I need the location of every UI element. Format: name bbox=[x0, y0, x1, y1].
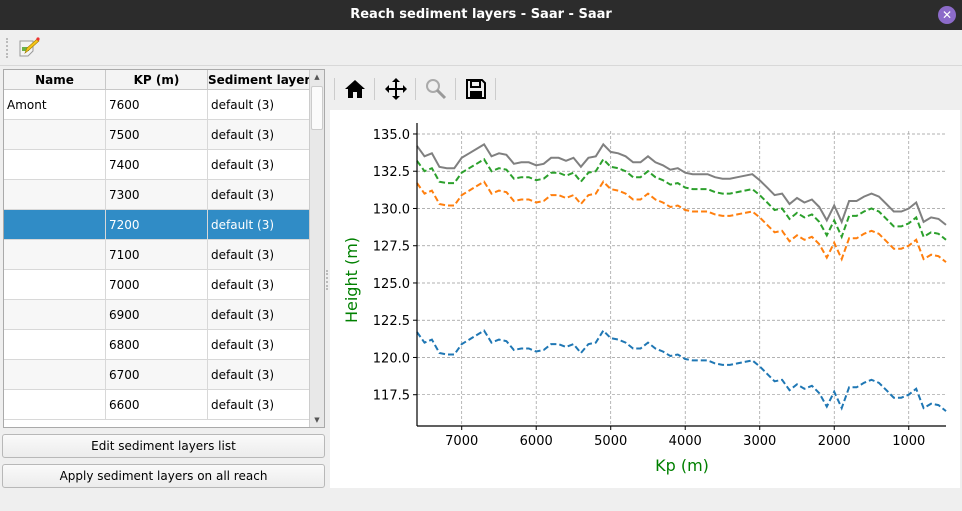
table-header: Name KP (m) Sediment layers bbox=[4, 70, 310, 90]
series-line-1 bbox=[416, 157, 947, 241]
cell-kp[interactable]: 7300 bbox=[106, 180, 208, 210]
separator bbox=[495, 78, 496, 100]
cell-kp[interactable]: 6900 bbox=[106, 300, 208, 330]
cell-sediment-layers[interactable]: default (3) bbox=[208, 300, 310, 330]
x-tick-label: 3000 bbox=[743, 434, 776, 449]
scrollbar-thumb[interactable] bbox=[311, 86, 323, 130]
toolbar-grip[interactable] bbox=[6, 38, 9, 58]
plot-toolbar bbox=[330, 70, 960, 108]
cell-sediment-layers[interactable]: default (3) bbox=[208, 270, 310, 300]
save-icon[interactable] bbox=[464, 77, 488, 101]
series-line-3 bbox=[416, 328, 947, 412]
cell-name[interactable] bbox=[4, 300, 106, 330]
cell-sediment-layers[interactable]: default (3) bbox=[208, 240, 310, 270]
column-header-name[interactable]: Name bbox=[4, 70, 106, 89]
cell-name[interactable] bbox=[4, 180, 106, 210]
cell-kp[interactable]: 7200 bbox=[106, 210, 208, 240]
column-header-kp[interactable]: KP (m) bbox=[106, 70, 208, 89]
y-tick-label: 122.5 bbox=[373, 314, 410, 329]
cell-kp[interactable]: 6600 bbox=[106, 390, 208, 420]
cell-name[interactable] bbox=[4, 120, 106, 150]
zoom-icon[interactable] bbox=[424, 77, 448, 101]
x-axis-label: Kp (m) bbox=[655, 456, 709, 475]
table-row[interactable]: 7000 default (3) bbox=[4, 270, 310, 300]
sediment-table: Name KP (m) Sediment layers Amont 7600 def… bbox=[3, 69, 325, 428]
table-row[interactable]: 6600 default (3) bbox=[4, 390, 310, 420]
table-row[interactable]: 7500 default (3) bbox=[4, 120, 310, 150]
y-axis-label: Height (m) bbox=[342, 237, 361, 323]
window-title: Reach sediment layers - Saar - Saar bbox=[350, 7, 612, 22]
edit-sediment-layers-list-button[interactable]: Edit sediment layers list bbox=[2, 434, 325, 458]
profile-chart: 7000 6000 5000 4000 3000 2000 1000 117.5 120.0 12… bbox=[330, 110, 960, 488]
cell-sediment-layers[interactable]: default (3) bbox=[208, 210, 310, 240]
title-bar: Reach sediment layers - Saar - Saar ✕ bbox=[0, 0, 962, 30]
cell-sediment-layers[interactable]: default (3) bbox=[208, 330, 310, 360]
chart-svg: 7000 6000 5000 4000 3000 2000 1000 117.5 120.0 12… bbox=[342, 123, 947, 475]
cell-name[interactable]: Amont bbox=[4, 90, 106, 120]
x-tick-label: 7000 bbox=[445, 434, 478, 449]
cell-name[interactable] bbox=[4, 270, 106, 300]
cell-sediment-layers[interactable]: default (3) bbox=[208, 90, 310, 120]
table-row[interactable]: 7300 default (3) bbox=[4, 180, 310, 210]
home-icon[interactable] bbox=[343, 77, 367, 101]
column-header-sediment-layers[interactable]: Sediment layers bbox=[208, 70, 310, 89]
scroll-up-arrow-icon[interactable]: ▲ bbox=[314, 73, 320, 81]
pan-icon[interactable] bbox=[384, 77, 408, 101]
table-scrollbar[interactable]: ▲ ▼ bbox=[309, 70, 324, 427]
close-icon[interactable]: ✕ bbox=[938, 6, 956, 24]
series-line-0 bbox=[416, 142, 947, 226]
table-row[interactable]: 6800 default (3) bbox=[4, 330, 310, 360]
y-tick-label: 120.0 bbox=[373, 351, 410, 366]
cell-sediment-layers[interactable]: default (3) bbox=[208, 360, 310, 390]
cell-name[interactable] bbox=[4, 240, 106, 270]
main-toolbar bbox=[0, 30, 962, 66]
status-bar bbox=[0, 488, 962, 511]
table-row[interactable]: 7100 default (3) bbox=[4, 240, 310, 270]
table-row[interactable]: 6900 default (3) bbox=[4, 300, 310, 330]
cell-name[interactable] bbox=[4, 360, 106, 390]
cell-sediment-layers[interactable]: default (3) bbox=[208, 390, 310, 420]
cell-sediment-layers[interactable]: default (3) bbox=[208, 180, 310, 210]
cell-sediment-layers[interactable]: default (3) bbox=[208, 120, 310, 150]
scroll-down-arrow-icon[interactable]: ▼ bbox=[314, 416, 320, 424]
cell-sediment-layers[interactable]: default (3) bbox=[208, 150, 310, 180]
cell-kp[interactable]: 6800 bbox=[106, 330, 208, 360]
x-tick-label: 5000 bbox=[594, 434, 627, 449]
y-tick-label: 130.0 bbox=[373, 202, 410, 217]
series-line-2 bbox=[416, 180, 947, 263]
cell-name[interactable] bbox=[4, 330, 106, 360]
separator bbox=[415, 78, 416, 100]
y-tick-label: 125.0 bbox=[373, 277, 410, 292]
cell-kp[interactable]: 7000 bbox=[106, 270, 208, 300]
x-tick-label: 6000 bbox=[520, 434, 553, 449]
x-tick-label: 2000 bbox=[818, 434, 851, 449]
y-tick-label: 132.5 bbox=[373, 165, 410, 180]
table-row[interactable]: 7200 default (3) bbox=[4, 210, 310, 240]
y-tick-label: 117.5 bbox=[373, 389, 410, 404]
cell-kp[interactable]: 7100 bbox=[106, 240, 208, 270]
separator bbox=[455, 78, 456, 100]
x-tick-label: 4000 bbox=[669, 434, 702, 449]
splitter-handle[interactable] bbox=[326, 270, 329, 290]
apply-sediment-layers-all-reach-button[interactable]: Apply sediment layers on all reach bbox=[2, 464, 325, 488]
cell-kp[interactable]: 7400 bbox=[106, 150, 208, 180]
table-row[interactable]: Amont 7600 default (3) bbox=[4, 90, 310, 120]
cell-name[interactable] bbox=[4, 210, 106, 240]
separator bbox=[374, 78, 375, 100]
cell-name[interactable] bbox=[4, 390, 106, 420]
separator bbox=[334, 78, 335, 100]
cell-name[interactable] bbox=[4, 150, 106, 180]
cell-kp[interactable]: 6700 bbox=[106, 360, 208, 390]
table-row[interactable]: 7400 default (3) bbox=[4, 150, 310, 180]
x-tick-label: 1000 bbox=[892, 434, 925, 449]
y-tick-label: 135.0 bbox=[373, 128, 410, 143]
cell-kp[interactable]: 7600 bbox=[106, 90, 208, 120]
cell-kp[interactable]: 7500 bbox=[106, 120, 208, 150]
edit-note-icon[interactable] bbox=[18, 37, 40, 59]
table-row[interactable]: 6700 default (3) bbox=[4, 360, 310, 390]
y-tick-label: 127.5 bbox=[373, 240, 410, 255]
